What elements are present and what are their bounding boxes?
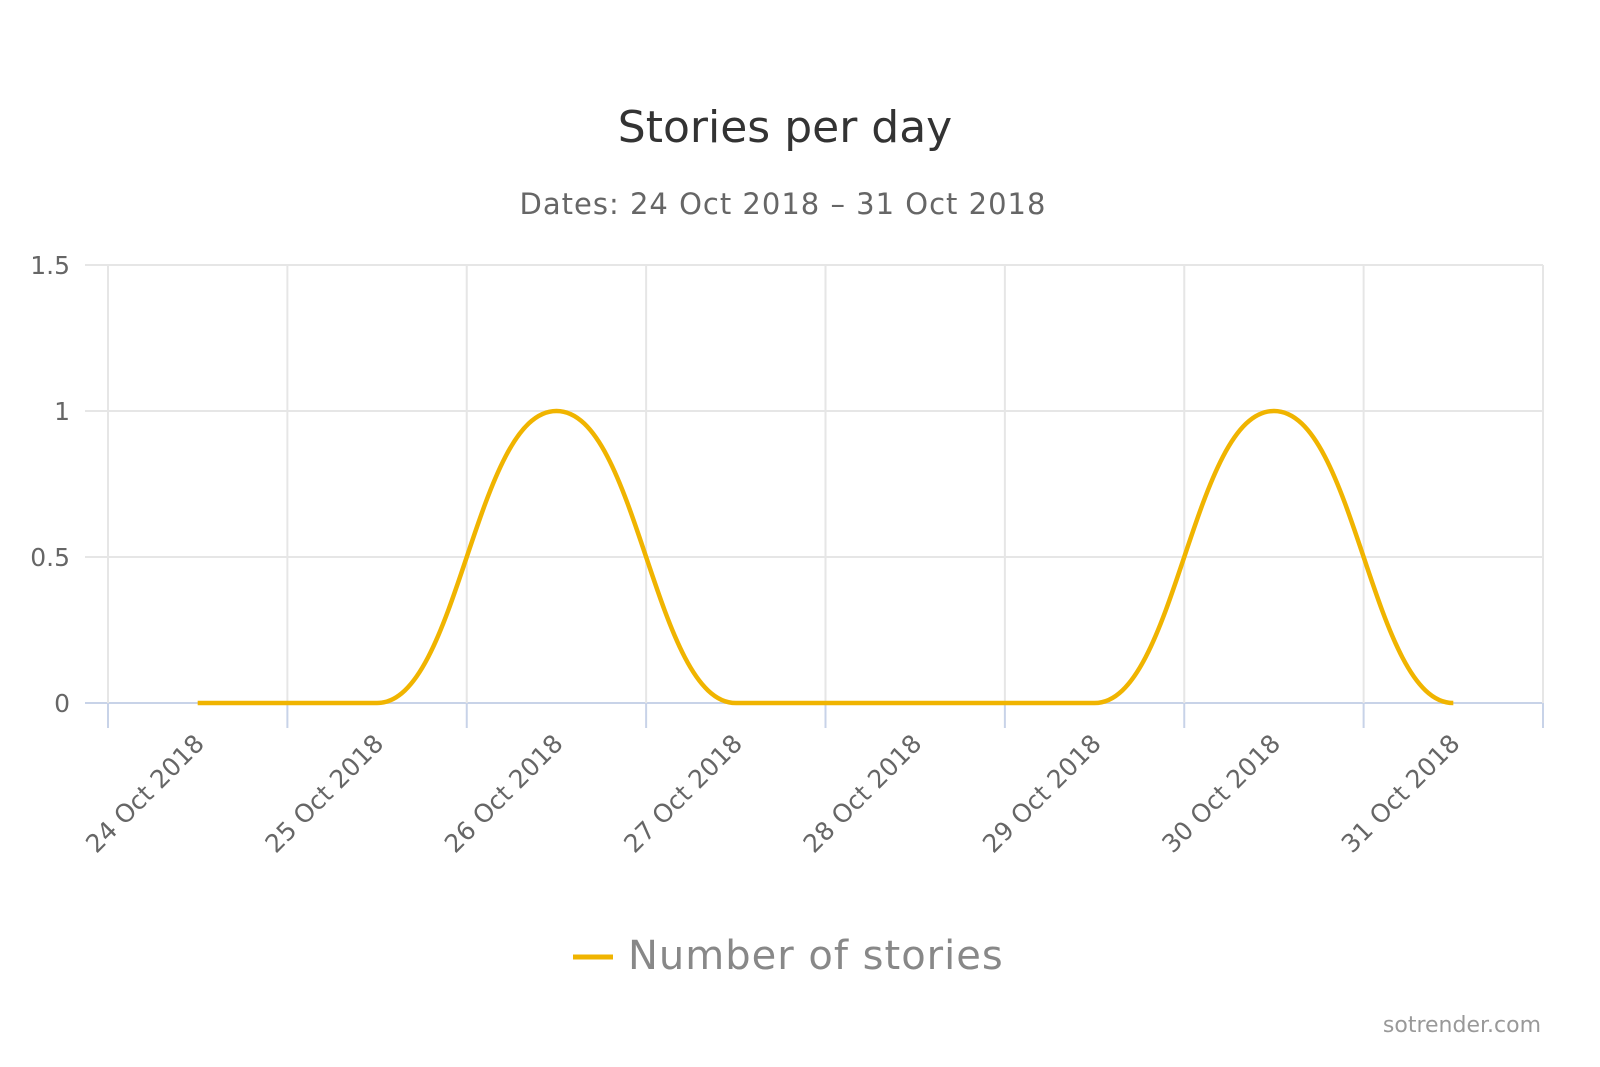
x-tick-label: 29 Oct 2018: [977, 729, 1107, 859]
y-tick-label: 1: [54, 397, 70, 426]
grid: [85, 264, 1544, 704]
x-tick-label: 24 Oct 2018: [80, 729, 210, 859]
x-tick-label: 27 Oct 2018: [618, 729, 748, 859]
chart-subtitle: Dates: 24 Oct 2018 – 31 Oct 2018: [520, 187, 1047, 221]
series-layer: [197, 408, 1454, 706]
x-tick-label: 26 Oct 2018: [439, 729, 569, 859]
y-tick-label: 1.5: [30, 251, 70, 280]
x-tick-label: 28 Oct 2018: [798, 729, 928, 859]
credit-link[interactable]: sotrender.com: [1383, 1013, 1541, 1038]
chart-title: Stories per day: [618, 102, 952, 153]
x-tick-label: 25 Oct 2018: [260, 729, 390, 859]
x-axis: 24 Oct 2018 25 Oct 2018 26 Oct 2018 27 Oct …: [80, 703, 1544, 859]
legend-label[interactable]: Number of stories: [628, 933, 1004, 979]
y-tick-label: 0: [54, 689, 70, 718]
y-axis: 0 0.5 1 1.5: [30, 251, 70, 718]
legend-item[interactable]: Number of stories: [573, 933, 1004, 979]
x-tick-label: 30 Oct 2018: [1156, 729, 1286, 859]
y-tick-label: 0.5: [30, 543, 70, 572]
x-tick-label: 31 Oct 2018: [1336, 729, 1466, 859]
